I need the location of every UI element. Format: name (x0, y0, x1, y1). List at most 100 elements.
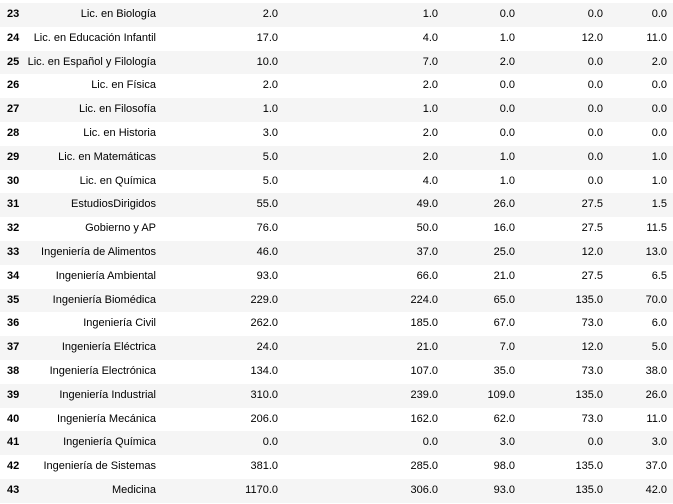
value-cell: 35.0 (493, 364, 515, 377)
row-index: 38 (7, 364, 20, 377)
value-cell: 135.0 (575, 293, 603, 306)
value-cell: 135.0 (575, 483, 603, 496)
value-cell: 0.0 (587, 8, 603, 20)
value-cell: 2.0 (262, 79, 278, 92)
value-cell: 285.0 (410, 460, 438, 473)
value-cell: 13.0 (645, 245, 667, 258)
value-cell: 12.0 (581, 31, 603, 44)
value-cell: 0.0 (587, 55, 603, 68)
value-cell: 73.0 (581, 364, 603, 377)
value-cell: 1.5 (651, 198, 667, 211)
value-cell: 224.0 (410, 293, 438, 306)
value-cell: 4.0 (422, 174, 438, 187)
program-name-cell: Medicina (111, 483, 156, 496)
value-cell: 37.0 (416, 245, 438, 258)
value-cell: 0.0 (499, 103, 515, 116)
value-cell: 7.0 (499, 341, 515, 354)
value-cell: 4.0 (422, 31, 438, 44)
value-cell: 3.0 (499, 436, 515, 449)
value-cell: 38.0 (645, 364, 667, 377)
value-cell: 11.5 (646, 222, 667, 235)
table-row: 30 Lic. en Química 5.0 4.0 1.0 0.0 1.0 (0, 169, 673, 194)
table-row: 27 Lic. en Filosofía 1.0 1.0 0.0 0.0 0.0 (0, 98, 673, 122)
value-cell: 27.5 (581, 269, 603, 282)
table-row: 33 Ingeniería de Alimentos 46.0 37.0 25.0 12.… (0, 240, 673, 265)
table-row: 23 Lic. en Biología 2.0 1.0 0.0 0.0 0.0 (0, 3, 673, 27)
value-cell: 262.0 (250, 317, 278, 330)
value-cell: 21.0 (493, 269, 515, 282)
row-index: 30 (7, 174, 20, 187)
table-row: 28 Lic. en Historia 3.0 2.0 0.0 0.0 0.0 (0, 121, 673, 146)
value-cell: 1.0 (499, 31, 515, 44)
row-index: 29 (7, 150, 20, 163)
table-row: 25 Lic. en Español y Filología 10.0 7.0 2.0 0… (0, 50, 673, 75)
value-cell: 2.0 (422, 150, 438, 163)
row-index: 36 (7, 317, 20, 330)
value-cell: 55.0 (256, 198, 278, 211)
value-cell: 24.0 (256, 341, 278, 354)
value-cell: 1.0 (262, 103, 278, 116)
value-cell: 2.0 (422, 79, 438, 92)
value-cell: 0.0 (587, 174, 603, 187)
program-name-cell: Ingeniería Mecánica (56, 412, 156, 425)
value-cell: 135.0 (575, 460, 603, 473)
value-cell: 3.0 (262, 126, 278, 139)
value-cell: 0.0 (651, 79, 667, 92)
value-cell: 26.0 (645, 388, 667, 401)
value-cell: 0.0 (587, 436, 603, 449)
value-cell: 185.0 (410, 317, 438, 330)
table-row: 35 Ingeniería Biomédica 229.0 224.0 65.0 135.… (0, 288, 673, 313)
value-cell: 1.0 (422, 8, 438, 20)
value-cell: 1.0 (651, 150, 667, 163)
table-row: 24 Lic. en Educación Infantil 17.0 4.0 1.0 12… (0, 26, 673, 51)
value-cell: 107.0 (410, 364, 438, 377)
row-index: 40 (7, 412, 20, 425)
row-index: 28 (7, 126, 20, 139)
program-name-cell: Ingeniería Eléctrica (61, 341, 156, 354)
table-row: 32 Gobierno y AP 76.0 50.0 16.0 27.5 11.5 (0, 217, 673, 241)
program-name-cell: Ingeniería Biomédica (52, 293, 156, 306)
program-name-cell: Lic. en Física (91, 79, 156, 92)
value-cell: 239.0 (410, 388, 438, 401)
row-index: 37 (7, 341, 20, 354)
value-cell: 93.0 (493, 483, 515, 496)
value-cell: 17.0 (256, 31, 278, 44)
row-index: 27 (7, 103, 20, 116)
value-cell: 70.0 (645, 293, 667, 306)
value-cell: 0.0 (422, 436, 438, 449)
table-row: 34 Ingeniería Ambiental 93.0 66.0 21.0 27.5 6.… (0, 264, 673, 289)
value-cell: 162.0 (410, 412, 438, 425)
program-name-cell: Lic. en Filosofía (78, 103, 156, 116)
table-row: 40 Ingeniería Mecánica 206.0 162.0 62.0 73.0 1… (0, 407, 673, 432)
value-cell: 93.0 (256, 269, 278, 282)
value-cell: 25.0 (493, 245, 515, 258)
value-cell: 66.0 (416, 269, 438, 282)
value-cell: 11.0 (646, 412, 667, 425)
table-row: 37 Ingeniería Eléctrica 24.0 21.0 7.0 12.0 5.0 (0, 336, 673, 360)
value-cell: 0.0 (499, 126, 515, 139)
row-index: 34 (7, 269, 20, 282)
row-index: 41 (7, 436, 20, 449)
value-cell: 0.0 (587, 79, 603, 92)
program-name-cell: Ingeniería Industrial (59, 388, 156, 401)
value-cell: 10.0 (256, 55, 278, 68)
value-cell: 1.0 (422, 103, 438, 116)
value-cell: 49.0 (416, 198, 438, 211)
value-cell: 73.0 (581, 412, 603, 425)
value-cell: 67.0 (493, 317, 515, 330)
table-row: 42 Ingeniería de Sistemas 381.0 285.0 98.0 13… (0, 455, 673, 479)
value-cell: 2.0 (422, 126, 438, 139)
value-cell: 381.0 (250, 460, 278, 473)
value-cell: 21.0 (416, 341, 438, 354)
program-name-cell: Ingeniería Civil (83, 317, 156, 330)
row-index: 39 (7, 388, 20, 401)
value-cell: 26.0 (493, 198, 515, 211)
row-index: 43 (7, 483, 20, 496)
row-index: 31 (7, 198, 20, 211)
table-row: 39 Ingeniería Industrial 310.0 239.0 109.0 13… (0, 383, 673, 408)
program-name-cell: Ingeniería Electrónica (49, 364, 156, 377)
program-name-cell: EstudiosDirigidos (71, 198, 156, 211)
program-name-cell: Ingeniería de Sistemas (43, 460, 156, 473)
program-name-cell: Lic. en Química (79, 174, 156, 187)
value-cell: 46.0 (256, 245, 278, 258)
